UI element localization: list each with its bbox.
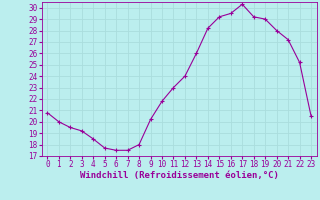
X-axis label: Windchill (Refroidissement éolien,°C): Windchill (Refroidissement éolien,°C) xyxy=(80,171,279,180)
